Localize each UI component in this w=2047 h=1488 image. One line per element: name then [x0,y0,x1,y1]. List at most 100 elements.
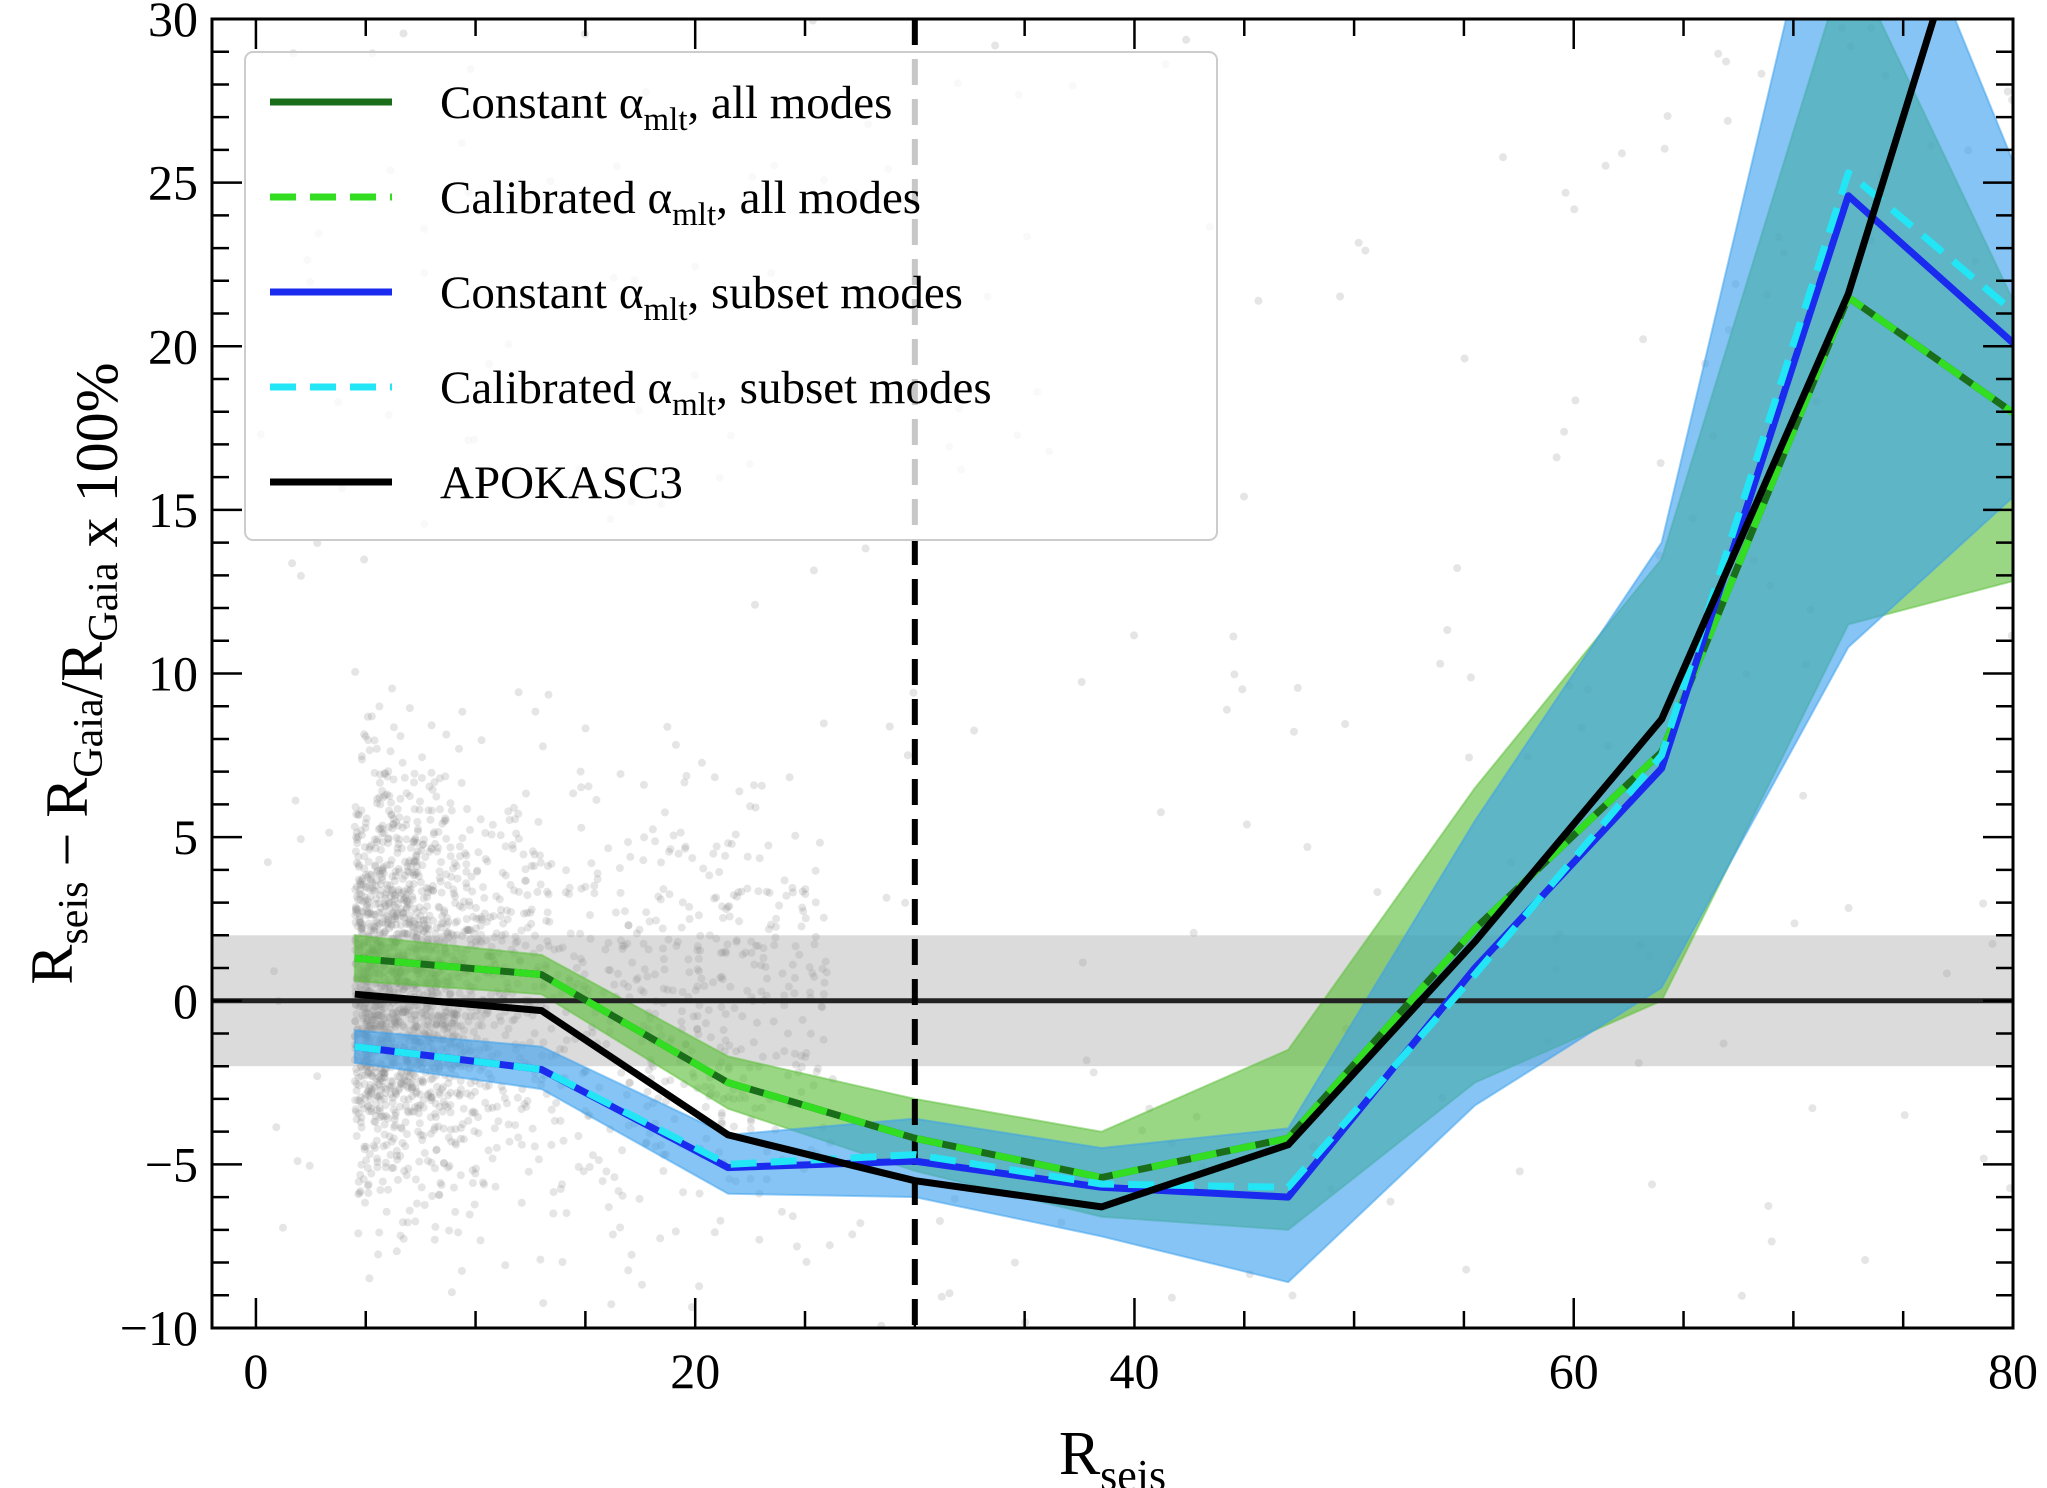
scatter-point [354,811,363,820]
scatter-point [372,1136,381,1145]
scatter-point [503,915,512,924]
scatter-point [364,981,372,990]
scatter-point [434,1122,443,1131]
scatter-point [359,897,367,906]
y-tick-label: 0 [173,973,198,1029]
scatter-point [1570,205,1579,214]
scatter-point [406,885,415,894]
scatter-point [376,1186,385,1195]
scatter-point [447,872,456,881]
scatter-point [360,892,369,901]
scatter-point [362,1004,371,1013]
scatter-point [509,803,518,812]
scatter-point [370,924,379,933]
scatter-point [396,732,405,741]
scatter-point [471,1169,480,1178]
scatter-point [435,867,444,876]
scatter-point [420,1011,429,1020]
scatter-point [446,843,455,852]
scatter-point [400,1166,409,1175]
scatter-point [519,850,528,859]
scatter-point [354,875,363,884]
scatter-point [550,1116,559,1125]
scatter-point [477,938,486,947]
scatter-point [363,873,372,882]
scatter-point [356,983,365,991]
scatter-point [570,952,578,961]
scatter-point [1560,427,1569,436]
scatter-point [360,864,369,873]
scatter-point [375,1076,384,1085]
scatter-point [459,1135,468,1144]
scatter-point [695,1189,704,1198]
scatter-point [351,847,360,856]
scatter-point [721,947,730,956]
scatter-point [468,1179,477,1187]
scatter-point [935,1217,944,1225]
scatter-point [404,1010,413,1018]
scatter-point [520,1100,529,1109]
scatter-point [394,888,403,897]
scatter-point [1288,1291,1297,1300]
scatter-point [517,1105,526,1114]
scatter-point [442,730,451,739]
scatter-point [414,1109,423,1118]
scatter-point [412,1022,421,1031]
scatter-point [366,909,375,918]
scatter-point [448,1010,457,1019]
scatter-point [459,1104,468,1113]
scatter-point [901,898,910,907]
scatter-point [465,897,474,906]
scatter-point [452,862,461,871]
scatter-point [411,1021,420,1030]
scatter-point [435,903,444,912]
scatter-point [507,908,515,916]
scatter-point [479,883,487,892]
scatter-point [792,1060,800,1069]
scatter-point [729,1122,738,1131]
scatter-point [394,1006,402,1015]
scatter-point [456,1124,465,1132]
scatter-point [357,752,366,761]
scatter-point [388,1009,397,1017]
scatter-point [426,1023,435,1031]
scatter-point [426,1129,435,1138]
scatter-point [423,1156,432,1165]
scatter-point [354,1190,363,1199]
scatter-point [435,1090,444,1099]
scatter-point [446,852,455,861]
scatter-point [427,1096,436,1105]
scatter-point [396,794,405,803]
scatter-point [562,1209,571,1218]
scatter-point [393,914,402,923]
scatter-point [721,1036,730,1045]
scatter-point [453,917,462,926]
scatter-point [369,886,377,895]
scatter-point [450,1031,459,1040]
scatter-point [357,928,366,937]
scatter-point [514,809,523,818]
scatter-point [1900,1111,1909,1120]
scatter-point [409,879,418,888]
scatter-point [364,1070,373,1079]
scatter-point [382,861,391,870]
scatter-point [403,1082,412,1090]
scatter-point [439,1021,448,1030]
scatter-point [401,871,409,880]
scatter-point [389,986,398,995]
scatter-point [390,891,399,900]
scatter-point [420,1149,429,1157]
scatter-point [390,1015,399,1024]
scatter-point [693,965,702,974]
scatter-point [397,1068,406,1077]
scatter-point [445,1161,454,1170]
scatter-point [811,932,820,941]
scatter-point [798,903,807,912]
scatter-point [379,929,388,938]
scatter-point [500,991,509,1000]
scatter-point [668,986,677,995]
scatter-point [419,1013,428,1022]
scatter-point [593,869,602,878]
scatter-point [366,1095,375,1103]
scatter-point [405,918,414,926]
